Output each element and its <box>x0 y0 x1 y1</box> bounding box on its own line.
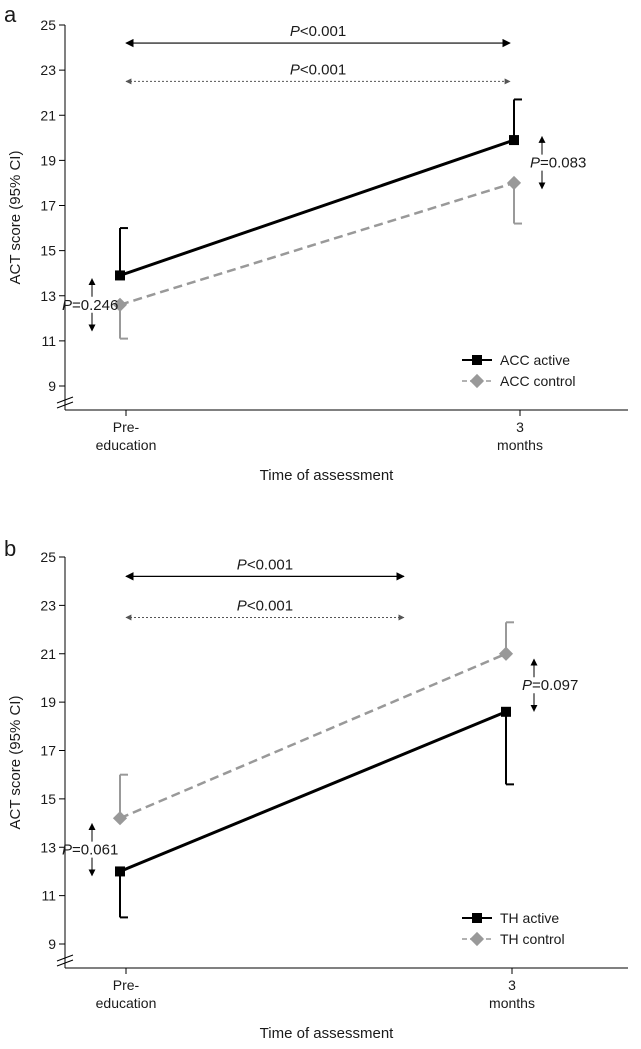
y-axis-title: ACT score (95% CI) <box>7 696 24 830</box>
y-tick-label: 15 <box>40 243 56 259</box>
axis-break-mark <box>56 401 74 409</box>
panel-letter: b <box>4 536 16 561</box>
difference-p-value: P=0.097 <box>522 677 578 694</box>
y-tick-label: 25 <box>40 17 56 33</box>
data-point <box>498 646 514 661</box>
axis-break-mark <box>56 959 74 967</box>
legend: TH active TH control <box>462 910 565 947</box>
x-category-label-line1: 3 <box>508 977 516 993</box>
x-category-label-line2: months <box>489 995 535 1011</box>
legend-swatch-marker <box>469 931 485 947</box>
y-tick-label: 9 <box>48 936 56 952</box>
difference-p-value: P=0.061 <box>62 842 118 859</box>
series-line <box>119 138 515 277</box>
y-tick-label: 23 <box>40 62 56 78</box>
chart-panel-a: a 9 11 13 15 17 19 21 23 25 Pre-education 3 months Ti… <box>4 2 628 484</box>
legend-label: TH control <box>500 931 565 947</box>
y-tick-label: 17 <box>40 743 56 759</box>
legend: ACC active ACC control <box>462 352 575 389</box>
y-tick-label: 15 <box>40 791 56 807</box>
y-tick-label: 9 <box>48 378 56 394</box>
axis-break-mark <box>56 954 74 962</box>
legend-label: ACC control <box>500 373 575 389</box>
difference-p-value: P=0.246 <box>62 297 118 314</box>
bracket-p-value: P<0.001 <box>237 556 293 573</box>
y-tick-label: 17 <box>40 198 56 214</box>
data-point <box>115 270 125 281</box>
legend-label: ACC active <box>500 352 570 368</box>
x-category-label-line1: 3 <box>516 419 524 435</box>
axis-break-mark <box>56 396 74 404</box>
series-acc-active <box>115 98 522 281</box>
data-point <box>115 866 125 877</box>
data-point <box>112 811 128 826</box>
bracket-p-value: P<0.001 <box>290 23 346 40</box>
y-tick-label: 13 <box>40 839 56 855</box>
series-acc-control <box>112 175 522 340</box>
data-point <box>501 706 511 717</box>
bracket-p-value: P<0.001 <box>237 597 293 614</box>
x-category-label-line2: months <box>497 437 543 453</box>
y-tick-label: 21 <box>40 107 56 123</box>
y-axis-title: ACT score (95% CI) <box>7 151 24 285</box>
y-tick-label: 21 <box>40 646 56 662</box>
x-axis-title: Time of assessment <box>260 467 394 484</box>
series-th-control <box>112 621 514 826</box>
data-point <box>509 135 519 146</box>
difference-p-value: P=0.083 <box>530 155 586 172</box>
legend-swatch-marker <box>472 355 482 365</box>
legend-swatch-marker <box>469 373 485 389</box>
x-axis-title: Time of assessment <box>260 1025 394 1042</box>
series-line <box>119 181 515 306</box>
y-tick-label: 19 <box>40 694 56 710</box>
y-tick-label: 11 <box>41 888 56 904</box>
data-point <box>506 175 522 191</box>
chart-panel-b: b 9 11 13 15 17 19 21 23 25 Pre-education 3 months Ti… <box>4 536 628 1042</box>
y-tick-label: 11 <box>41 333 56 349</box>
x-category-label-line2: education <box>96 995 157 1011</box>
series-line <box>119 710 507 873</box>
y-tick-label: 13 <box>40 288 56 304</box>
data-point <box>112 297 128 312</box>
x-category-label-line1: Pre- <box>113 419 140 435</box>
y-tick-label: 19 <box>40 152 56 168</box>
series-th-active <box>115 706 514 919</box>
x-category-label-line1: Pre- <box>113 977 140 993</box>
legend-label: TH active <box>500 910 559 926</box>
legend-swatch-marker <box>472 913 482 923</box>
x-category-label-line2: education <box>96 437 157 453</box>
y-tick-label: 23 <box>40 597 56 613</box>
bracket-p-value: P<0.001 <box>290 61 346 78</box>
panel-letter: a <box>4 2 17 27</box>
y-tick-label: 25 <box>40 549 56 565</box>
